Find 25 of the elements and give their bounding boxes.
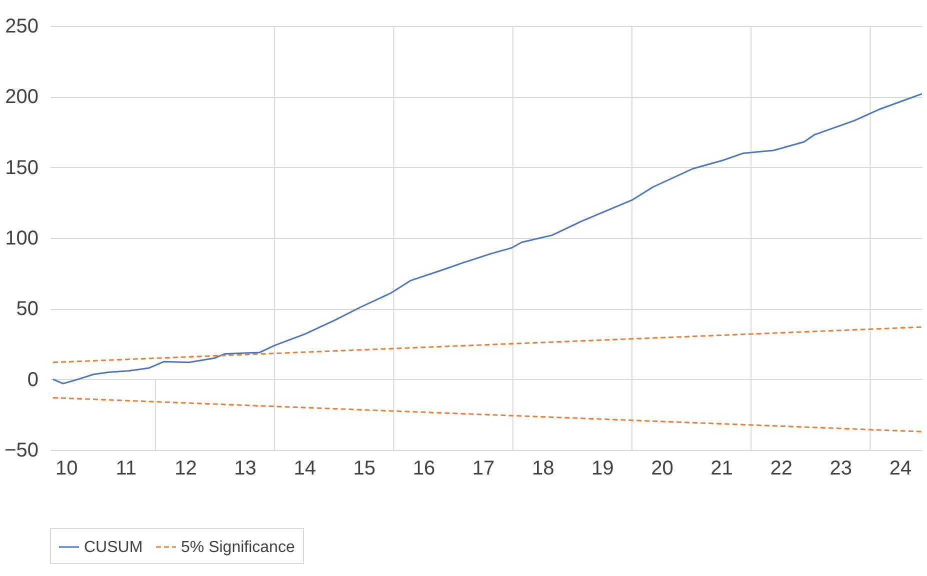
y-tick-label: 100 [5, 228, 38, 250]
y-tick-label: 200 [5, 86, 38, 108]
y-tick-label: 150 [5, 156, 38, 179]
x-tick-label: 23 [830, 458, 852, 480]
legend-label: 5% Significance [181, 539, 295, 556]
x-tick-label: 11 [116, 458, 137, 480]
x-tick-label: 21 [710, 458, 733, 480]
y-tick-label: −50 [4, 440, 38, 462]
x-tick-label: 16 [412, 458, 436, 480]
x-tick-label: 24 [889, 458, 912, 480]
x-tick-label: 18 [532, 458, 554, 480]
x-tick-label: 20 [651, 458, 674, 480]
legend-label: CUSUM [84, 539, 143, 556]
x-tick-label: 17 [472, 458, 495, 480]
y-tick-label: 250 [5, 16, 38, 38]
x-tick-label: 22 [770, 458, 792, 480]
x-tick-label: 10 [55, 458, 78, 480]
y-tick-label: 0 [27, 368, 38, 391]
x-tick-label: 14 [294, 458, 316, 480]
y-tick-label: 50 [16, 298, 38, 320]
line-series [52, 93, 923, 384]
x-tick-label: 13 [234, 458, 256, 480]
x-tick-label: 15 [353, 458, 376, 480]
x-tick-label: 12 [174, 458, 197, 480]
x-tick-label: 19 [592, 458, 614, 480]
